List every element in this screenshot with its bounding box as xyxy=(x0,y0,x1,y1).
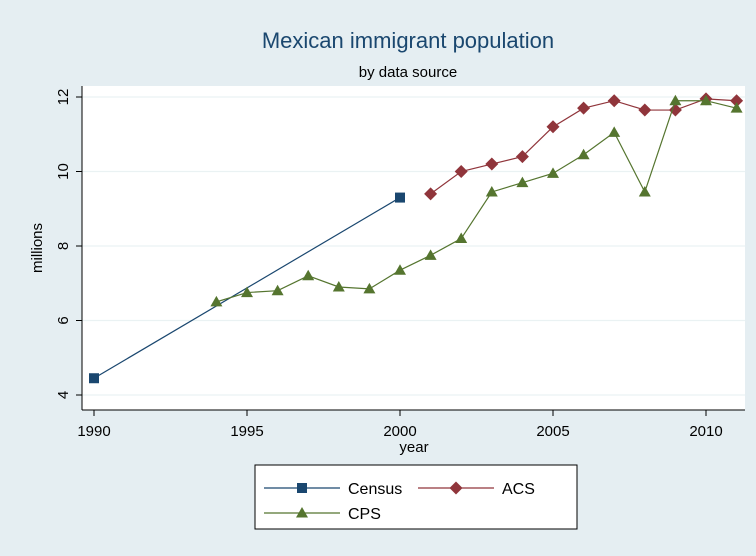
x-tick-label-2000: 2000 xyxy=(383,423,416,440)
y-tick-label-12: 12 xyxy=(55,89,72,106)
chart-title: Mexican immigrant population xyxy=(262,28,554,53)
data-point-cps-2011 xyxy=(730,102,743,113)
y-tick-label-8: 8 xyxy=(55,242,72,250)
data-point-acs-2001 xyxy=(424,187,438,201)
data-point-cps-2003 xyxy=(485,185,498,197)
data-point-cps-2004 xyxy=(516,176,529,188)
legend-label-acs: ACS xyxy=(502,481,535,498)
data-point-cps-1998 xyxy=(332,280,345,292)
data-point-cps-2001 xyxy=(424,249,437,260)
data-point-acs-2004 xyxy=(515,150,529,164)
legend-box xyxy=(254,464,578,530)
data-point-cps-2010 xyxy=(700,94,712,106)
y-tick-label-10: 10 xyxy=(55,163,72,180)
data-point-cps-2008 xyxy=(638,185,651,197)
data-point-acs-2009 xyxy=(668,103,682,117)
data-point-census-2000 xyxy=(395,192,405,203)
legend-marker-acs xyxy=(449,481,463,495)
x-tick-label-1995: 1995 xyxy=(230,423,263,440)
data-point-acs-2011 xyxy=(730,94,744,108)
legend-item-cps: CPS xyxy=(264,506,381,523)
data-point-acs-2005 xyxy=(546,120,560,134)
x-tick-label-2005: 2005 xyxy=(536,423,569,440)
data-point-acs-2003 xyxy=(485,157,499,171)
data-point-cps-2005 xyxy=(547,167,559,178)
x-tick-label-1990: 1990 xyxy=(77,423,110,440)
data-point-acs-2006 xyxy=(577,101,591,115)
data-point-cps-1995 xyxy=(241,286,253,298)
axis-ticks: 4 6 8 10 12 1990 1995 2000 2005 2010 xyxy=(55,89,723,440)
data-point-acs-2007 xyxy=(607,94,621,108)
legend-marker-census xyxy=(297,483,307,493)
data-point-acs-2008 xyxy=(638,103,652,117)
data-point-cps-2000 xyxy=(394,264,406,275)
y-tick-label-6: 6 xyxy=(55,316,72,324)
legend-label-cps: CPS xyxy=(348,506,381,523)
y-tick-label-4: 4 xyxy=(55,391,72,399)
legend-item-census: Census xyxy=(264,481,402,498)
legend: Census ACS CPS xyxy=(254,464,578,530)
data-point-cps-1994 xyxy=(210,295,223,307)
legend-item-acs: ACS xyxy=(418,481,535,498)
data-point-cps-2002 xyxy=(455,232,468,244)
data-point-cps-1996 xyxy=(271,284,284,296)
data-point-cps-2006 xyxy=(577,148,590,160)
x-axis-label: year xyxy=(399,439,428,456)
data-point-cps-2007 xyxy=(608,126,621,137)
plot-area xyxy=(82,86,745,410)
data-point-census-1990 xyxy=(89,373,99,384)
series-line-cps xyxy=(216,100,737,303)
series-group xyxy=(89,92,744,384)
series-cps xyxy=(210,94,743,307)
legend-marker-cps xyxy=(296,507,308,518)
data-point-acs-2002 xyxy=(454,165,468,178)
chart-subtitle: by data source xyxy=(359,64,457,81)
data-point-cps-1999 xyxy=(363,282,376,294)
x-tick-label-2010: 2010 xyxy=(689,423,722,440)
data-point-cps-2009 xyxy=(669,94,682,106)
data-point-cps-1997 xyxy=(302,269,315,281)
y-axis-label: millions xyxy=(29,223,46,273)
legend-label-census: Census xyxy=(348,481,402,498)
